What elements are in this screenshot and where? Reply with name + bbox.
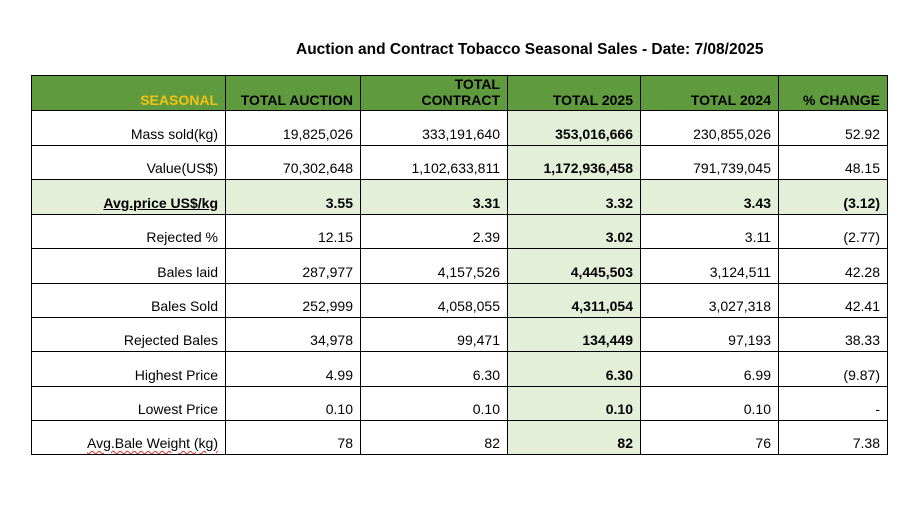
table-header-row: SEASONAL TOTAL AUCTION TOTAL CONTRACT TOT… bbox=[31, 75, 888, 111]
cell-total-2024: 6.99 bbox=[640, 351, 779, 387]
cell-total-2025: 4,445,503 bbox=[507, 248, 641, 284]
cell-total-2024: 97,193 bbox=[640, 317, 779, 352]
cell-total-auction: 4.99 bbox=[225, 351, 361, 387]
cell-total-contract: 2.39 bbox=[360, 214, 508, 249]
cell-total-2024: 3.11 bbox=[640, 214, 779, 249]
cell-total-2025: 353,016,666 bbox=[507, 110, 641, 146]
table-row-mass-sold: Mass sold(kg) 19,825,026 333,191,640 353… bbox=[31, 110, 888, 146]
cell-total-auction: 70,302,648 bbox=[225, 145, 361, 180]
table-row-rejected-percent: Rejected % 12.15 2.39 3.02 3.11 (2.77) bbox=[31, 214, 888, 249]
row-label: Bales Sold bbox=[31, 283, 226, 318]
column-header-total-contract-text: TOTAL CONTRACT bbox=[421, 76, 500, 108]
cell-total-contract: 4,058,055 bbox=[360, 283, 508, 318]
cell-total-contract: 6.30 bbox=[360, 351, 508, 387]
cell-percent-change: 38.33 bbox=[778, 317, 888, 352]
cell-percent-change: 7.38 bbox=[778, 420, 888, 455]
cell-total-auction: 34,978 bbox=[225, 317, 361, 352]
cell-percent-change: 52.92 bbox=[778, 110, 888, 146]
cell-total-2024: 3,027,318 bbox=[640, 283, 779, 318]
cell-total-2024: 0.10 bbox=[640, 386, 779, 421]
cell-total-2025: 4,311,054 bbox=[507, 283, 641, 318]
cell-percent-change: 42.41 bbox=[778, 283, 888, 318]
cell-total-2025: 3.32 bbox=[507, 179, 641, 215]
row-label: Rejected % bbox=[31, 214, 226, 249]
cell-total-auction: 78 bbox=[225, 420, 361, 455]
cell-total-2025: 0.10 bbox=[507, 386, 641, 421]
cell-total-auction: 0.10 bbox=[225, 386, 361, 421]
cell-total-contract: 4,157,526 bbox=[360, 248, 508, 284]
column-header-percent-change: % CHANGE bbox=[778, 75, 888, 111]
cell-percent-change: (3.12) bbox=[778, 179, 888, 215]
column-header-total-2025: TOTAL 2025 bbox=[507, 75, 641, 111]
cell-total-auction: 19,825,026 bbox=[225, 110, 361, 146]
row-label: Avg.Bale Weight (kg) bbox=[31, 420, 226, 455]
cell-total-2024: 3,124,511 bbox=[640, 248, 779, 284]
cell-percent-change: 48.15 bbox=[778, 145, 888, 180]
row-label: Bales laid bbox=[31, 248, 226, 284]
table-row-value: Value(US$) 70,302,648 1,102,633,811 1,17… bbox=[31, 145, 888, 180]
cell-total-2025: 134,449 bbox=[507, 317, 641, 352]
row-label-text: Avg.price US$/kg bbox=[103, 195, 218, 211]
cell-total-2024: 230,855,026 bbox=[640, 110, 779, 146]
row-label: Highest Price bbox=[31, 351, 226, 387]
seasonal-sales-table: SEASONAL TOTAL AUCTION TOTAL CONTRACT TOT… bbox=[31, 75, 888, 455]
cell-total-2025: 1,172,936,458 bbox=[507, 145, 641, 180]
row-label: Value(US$) bbox=[31, 145, 226, 180]
row-label-text: Avg.Bale Weight (kg) bbox=[87, 435, 218, 451]
row-label: Lowest Price bbox=[31, 386, 226, 421]
cell-percent-change: (9.87) bbox=[778, 351, 888, 387]
column-header-total-auction: TOTAL AUCTION bbox=[225, 75, 361, 111]
table-row-bales-laid: Bales laid 287,977 4,157,526 4,445,503 3… bbox=[31, 248, 888, 284]
cell-total-contract: 3.31 bbox=[360, 179, 508, 215]
cell-total-2024: 76 bbox=[640, 420, 779, 455]
column-header-total-contract: TOTAL CONTRACT bbox=[360, 75, 508, 111]
cell-total-contract: 82 bbox=[360, 420, 508, 455]
cell-total-contract: 1,102,633,811 bbox=[360, 145, 508, 180]
cell-total-auction: 252,999 bbox=[225, 283, 361, 318]
cell-total-2024: 3.43 bbox=[640, 179, 779, 215]
table-row-lowest-price: Lowest Price 0.10 0.10 0.10 0.10 - bbox=[31, 386, 888, 421]
cell-total-contract: 99,471 bbox=[360, 317, 508, 352]
table-row-bales-sold: Bales Sold 252,999 4,058,055 4,311,054 3… bbox=[31, 283, 888, 318]
column-header-seasonal: SEASONAL bbox=[31, 75, 226, 111]
cell-total-2025: 82 bbox=[507, 420, 641, 455]
cell-total-2025: 6.30 bbox=[507, 351, 641, 387]
cell-total-contract: 0.10 bbox=[360, 386, 508, 421]
cell-total-auction: 12.15 bbox=[225, 214, 361, 249]
page-title: Auction and Contract Tobacco Seasonal Sa… bbox=[296, 41, 764, 58]
table-row-rejected-bales: Rejected Bales 34,978 99,471 134,449 97,… bbox=[31, 317, 888, 352]
column-header-total-2024: TOTAL 2024 bbox=[640, 75, 779, 111]
cell-total-2025: 3.02 bbox=[507, 214, 641, 249]
table-row-avg-price: Avg.price US$/kg 3.55 3.31 3.32 3.43 (3.… bbox=[31, 179, 888, 215]
cell-total-2024: 791,739,045 bbox=[640, 145, 779, 180]
row-label: Rejected Bales bbox=[31, 317, 226, 352]
table-row-highest-price: Highest Price 4.99 6.30 6.30 6.99 (9.87) bbox=[31, 351, 888, 387]
cell-total-auction: 287,977 bbox=[225, 248, 361, 284]
cell-percent-change: - bbox=[778, 386, 888, 421]
cell-percent-change: (2.77) bbox=[778, 214, 888, 249]
cell-total-auction: 3.55 bbox=[225, 179, 361, 215]
row-label: Mass sold(kg) bbox=[31, 110, 226, 146]
table-row-avg-bale-weight: Avg.Bale Weight (kg) 78 82 82 76 7.38 bbox=[31, 420, 888, 455]
cell-percent-change: 42.28 bbox=[778, 248, 888, 284]
row-label: Avg.price US$/kg bbox=[31, 179, 226, 215]
cell-total-contract: 333,191,640 bbox=[360, 110, 508, 146]
